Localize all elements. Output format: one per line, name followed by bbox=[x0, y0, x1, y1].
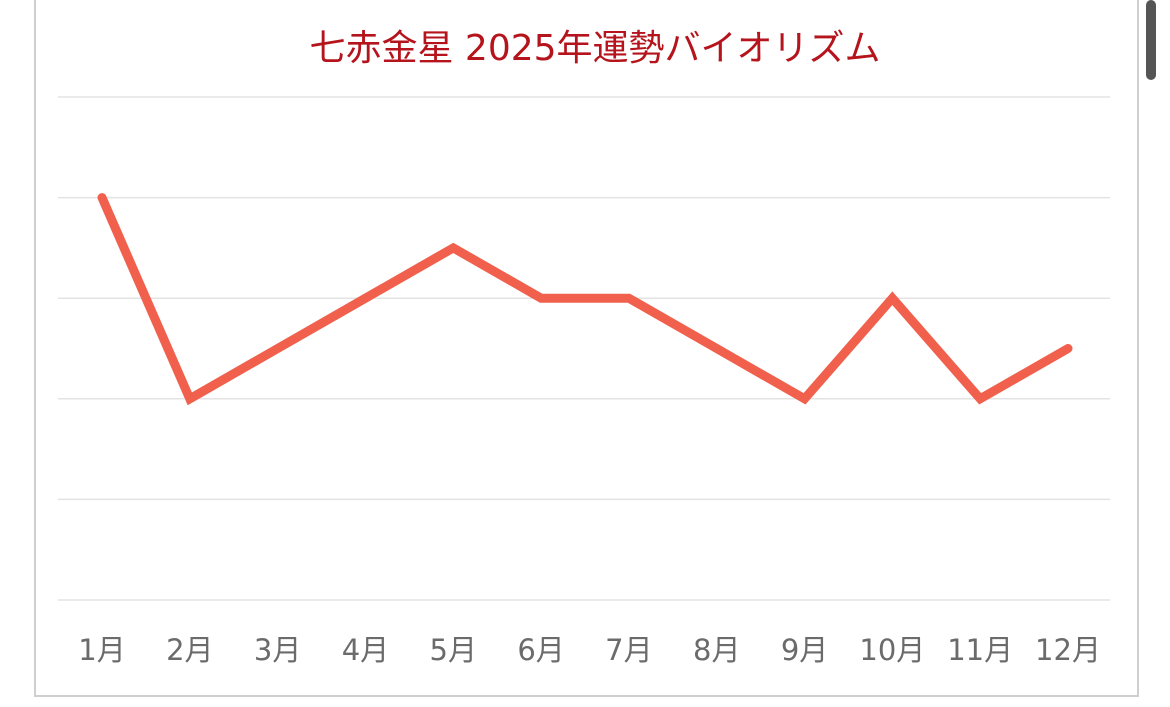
x-tick-label: 1月 bbox=[78, 633, 125, 667]
x-tick-label: 7月 bbox=[605, 633, 652, 667]
line-series bbox=[97, 193, 1073, 406]
x-tick-label: 5月 bbox=[430, 633, 477, 667]
x-tick-label: 8月 bbox=[693, 633, 740, 667]
x-tick-label: 11月 bbox=[947, 633, 1013, 667]
x-tick-label: 10月 bbox=[859, 633, 925, 667]
x-tick-label: 4月 bbox=[342, 633, 389, 667]
x-tick-label: 12月 bbox=[1035, 633, 1101, 667]
x-tick-label: 3月 bbox=[254, 633, 301, 667]
chart-title: 七赤金星 2025年運勢バイオリズム bbox=[309, 28, 880, 69]
x-tick-label: 9月 bbox=[781, 633, 828, 667]
chart-card bbox=[34, 0, 1139, 697]
scrollbar[interactable] bbox=[1146, 0, 1156, 80]
x-tick-label: 2月 bbox=[166, 633, 213, 667]
x-tick-label: 6月 bbox=[517, 633, 564, 667]
